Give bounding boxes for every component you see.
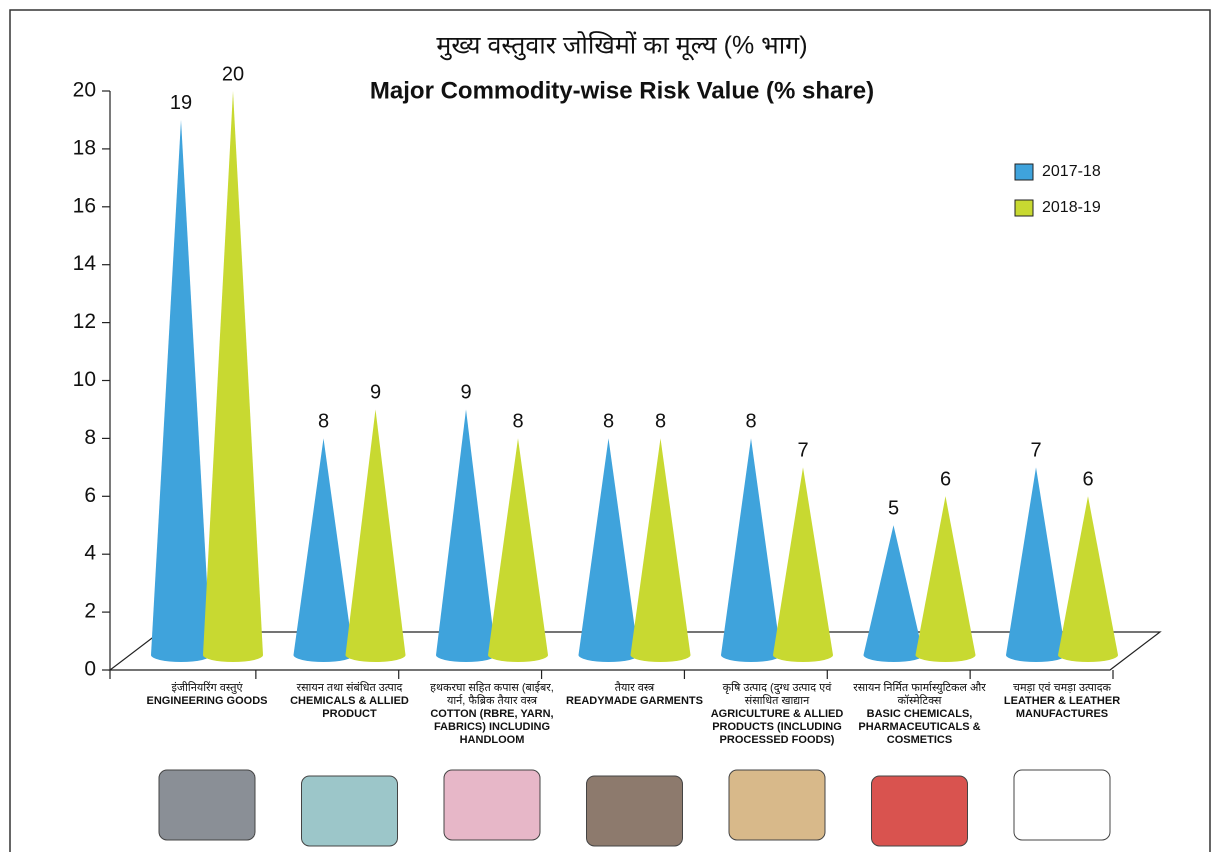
value-label: 8 [655, 411, 666, 433]
y-tick-label: 2 [84, 600, 96, 623]
value-label: 19 [170, 92, 192, 114]
value-label: 20 [222, 63, 244, 85]
chart-title: Major Commodity-wise Risk Value (% share… [370, 77, 874, 104]
cone [721, 438, 781, 662]
category-image [871, 775, 968, 847]
category-label-english: COTTON (RBRE, YARN, FABRICS) INCLUDING H… [430, 708, 554, 746]
y-tick-label: 0 [84, 658, 96, 681]
value-label: 6 [1082, 469, 1093, 491]
category-label-hindi: रसायन तथा संबंधित उत्पाद [296, 682, 403, 694]
y-tick-label: 10 [73, 368, 96, 391]
category-label-hindi: इंजीनियरिंग वस्तुएं [171, 682, 243, 694]
category-label: कृषि उत्पाद (दुग्ध उत्पाद एवं संसाधित खा… [707, 682, 847, 747]
category-label-hindi: तैयार वस्त्र [614, 682, 655, 694]
cone [203, 91, 263, 662]
legend-swatch [1014, 199, 1034, 217]
category-label-english: LEATHER & LEATHER MANUFACTURES [1003, 695, 1121, 720]
cone [293, 438, 354, 663]
y-tick-label: 18 [73, 136, 96, 159]
value-label: 8 [745, 411, 756, 433]
category-label: तैयार वस्त्र READYMADE GARMENTS [565, 682, 705, 708]
category-label-hindi: कृषि उत्पाद (दुग्ध उत्पाद एवं संसाधित खा… [722, 682, 832, 707]
cone-body [345, 409, 406, 663]
y-tick-label: 14 [73, 252, 97, 275]
category-image [1013, 769, 1111, 841]
cone-body [203, 91, 263, 662]
cone-body [721, 438, 781, 662]
category-label-english: BASIC CHEMICALS, PHARMACEUTICALS & COSME… [858, 708, 981, 746]
cone [863, 525, 924, 663]
category-image [443, 769, 541, 841]
cone-body [578, 438, 639, 663]
category-label: रसायन निर्मित फार्मास्युटिकल और कॉस्मेटि… [850, 682, 990, 747]
legend-label: 2017-18 [1042, 163, 1101, 180]
value-label: 6 [940, 469, 951, 491]
category-image [301, 775, 398, 847]
value-label: 7 [1030, 440, 1041, 462]
frame [9, 9, 1211, 852]
cone [151, 119, 211, 662]
category-label-english: CHEMICALS & ALLIED PRODUCT [290, 695, 409, 720]
cone-body [630, 438, 691, 663]
chart-title-hindi: मुख्य वस्तुवार जोखिमों का मूल्य (% भाग) [436, 31, 807, 61]
value-label: 5 [888, 498, 899, 520]
cone [436, 409, 496, 662]
y-tick-label: 16 [73, 194, 96, 217]
category-label-hindi: रसायन निर्मित फार्मास्युटिकल और कॉस्मेटि… [853, 682, 986, 707]
cone-body [1006, 467, 1066, 662]
cone-body [436, 409, 496, 662]
cone [630, 438, 691, 663]
y-tick-label: 8 [84, 426, 96, 449]
cone-body [488, 438, 548, 662]
category-label: इंजीनियरिंग वस्तुएं ENGINEERING GOODS [137, 682, 277, 708]
cone-body [863, 525, 924, 663]
category-label-english: ENGINEERING GOODS [146, 695, 268, 707]
cone [915, 496, 976, 663]
cone [1006, 467, 1066, 662]
y-tick-label: 4 [84, 542, 96, 565]
category-label-english: READYMADE GARMENTS [566, 695, 703, 707]
cone [578, 438, 639, 663]
value-label: 8 [318, 411, 329, 433]
y-tick-label: 12 [73, 310, 96, 333]
category-image [586, 775, 683, 847]
category-label: रसायन तथा संबंधित उत्पाद CHEMICALS & ALLI… [280, 682, 420, 721]
y-tick-label: 6 [84, 484, 96, 507]
cone-body [915, 496, 976, 663]
category-label-english: AGRICULTURE & ALLIED PRODUCTS (INCLUDING… [710, 708, 844, 746]
value-label: 8 [603, 411, 614, 433]
legend-label: 2018-19 [1042, 199, 1101, 216]
value-label: 8 [512, 411, 523, 433]
category-image [158, 769, 256, 841]
cone [345, 409, 406, 663]
value-label: 9 [460, 382, 471, 404]
category-label-hindi: हथकरघा सहित कपास (बाईबर, यार्न, फैब्रिक … [430, 682, 554, 707]
cone-body [293, 438, 354, 663]
cone-body [773, 467, 833, 662]
category-label: चमड़ा एवं चमड़ा उत्पादक LEATHER & LEATHER… [992, 682, 1132, 721]
cone-body [151, 119, 211, 662]
category-image [728, 769, 826, 841]
value-label: 7 [797, 440, 808, 462]
y-tick-label: 20 [73, 79, 96, 102]
value-label: 9 [370, 382, 381, 404]
cone-body [1058, 496, 1118, 662]
legend-swatch [1014, 163, 1034, 181]
category-label: हथकरघा सहित कपास (बाईबर, यार्न, फैब्रिक … [422, 682, 562, 747]
category-label-hindi: चमड़ा एवं चमड़ा उत्पादक [1012, 682, 1111, 694]
cone [773, 467, 833, 662]
cone [488, 438, 548, 662]
cone [1058, 496, 1118, 662]
